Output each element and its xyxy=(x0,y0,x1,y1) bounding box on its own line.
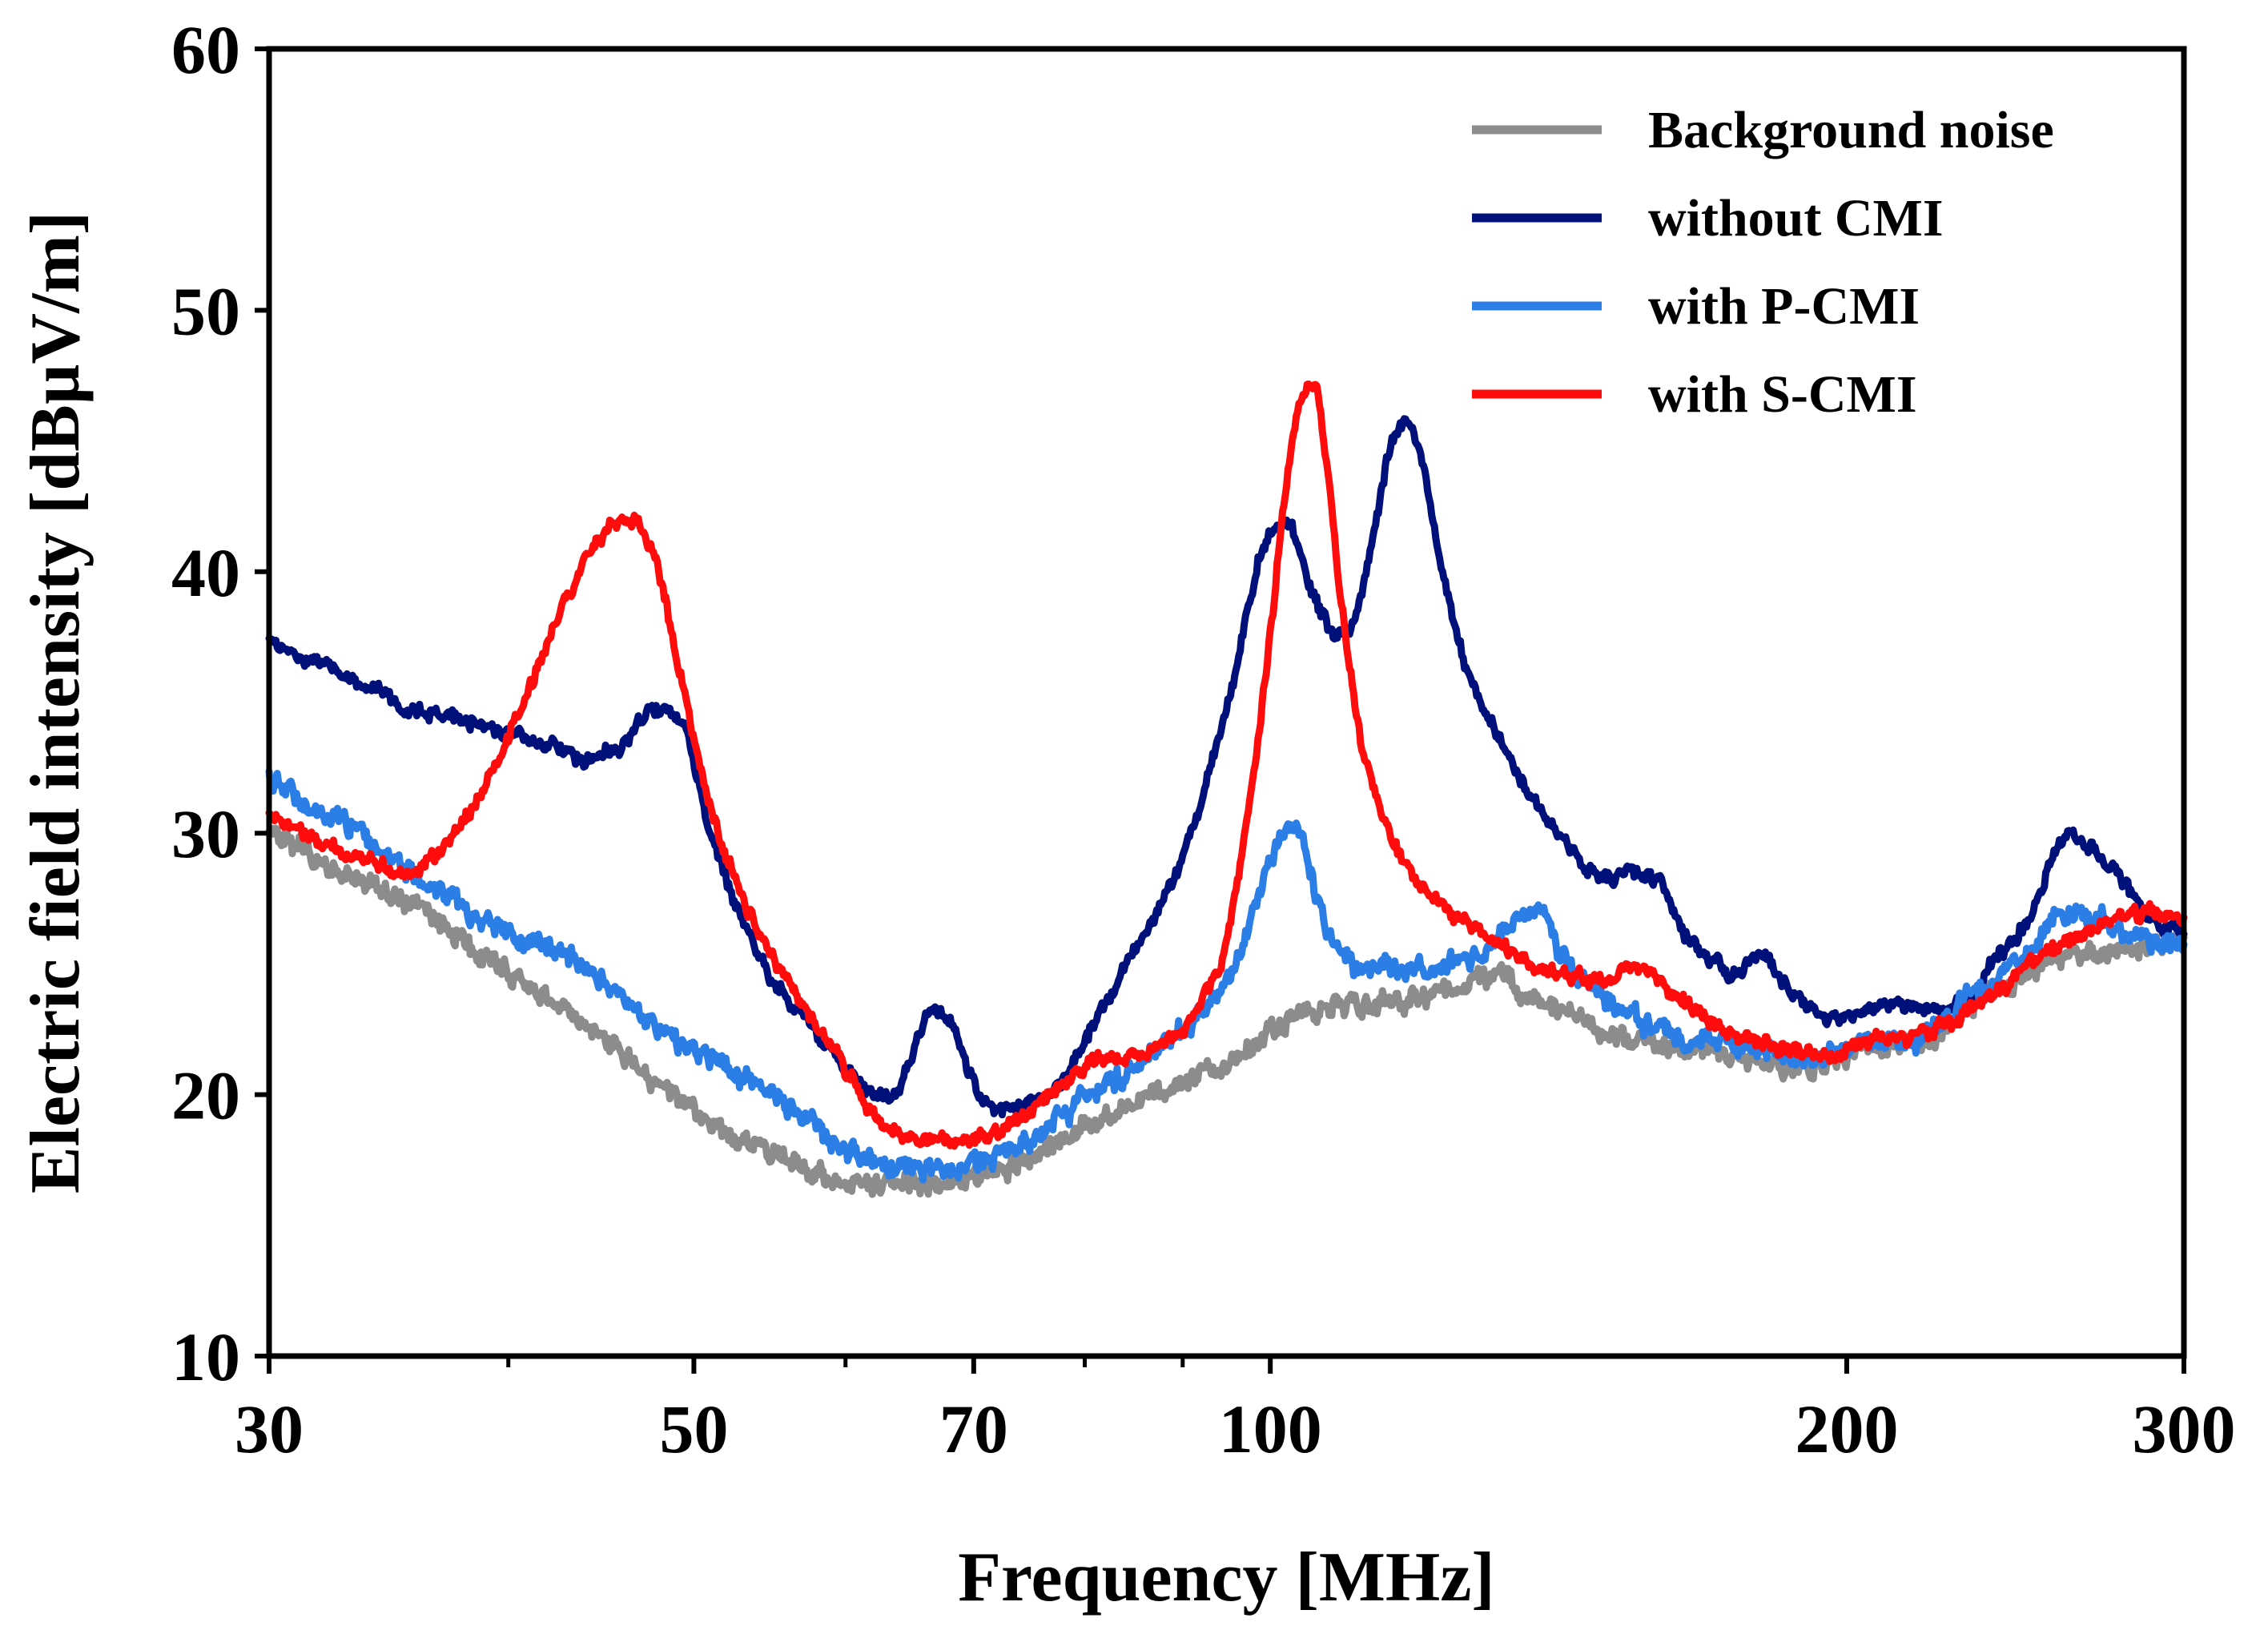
series-line-with-s-cmi xyxy=(265,380,2188,1150)
y-tick-label: 10 xyxy=(171,1318,240,1395)
y-tick-label: 20 xyxy=(171,1057,240,1134)
series-layer xyxy=(265,380,2188,1198)
legend-entry: Background noise xyxy=(1472,101,2054,159)
x-tick-label: 100 xyxy=(1219,1391,1322,1467)
x-tick-label: 70 xyxy=(939,1391,1008,1467)
legend: Background noise without CMI with P-CMI wit… xyxy=(1472,101,2054,424)
x-tick-label: 200 xyxy=(1795,1391,1898,1467)
legend-entry: with P-CMI xyxy=(1472,277,1920,336)
plot-frame xyxy=(266,46,2187,1359)
legend-entry: with S-CMI xyxy=(1472,365,1917,424)
x-axis-label: Frequency [MHz] xyxy=(958,1539,1494,1616)
x-tick-label: 50 xyxy=(659,1391,728,1467)
series-line-without-cmi xyxy=(265,415,2188,1119)
series-line-with-p-cmi xyxy=(265,767,2188,1184)
legend-label: with S-CMI xyxy=(1648,365,1917,424)
y-axis-label: Electric field intensity [dBµV/m] xyxy=(17,211,94,1193)
y-tick-label: 50 xyxy=(171,272,240,349)
legend-label: Background noise xyxy=(1648,101,2054,159)
y-tick-label: 60 xyxy=(171,11,240,88)
legend-entry: without CMI xyxy=(1472,189,1944,248)
x-tick-label: 300 xyxy=(2133,1391,2236,1467)
legend-label: with P-CMI xyxy=(1648,277,1920,336)
x-tick-label: 30 xyxy=(235,1391,304,1467)
y-tick-label: 40 xyxy=(171,534,240,611)
tick-layer: 10 20 30 40 50 60 30 50 70 100 200 300 xyxy=(171,11,2236,1467)
legend-label: without CMI xyxy=(1648,189,1944,248)
y-tick-label: 30 xyxy=(171,795,240,872)
series-line-background-noise xyxy=(265,824,2188,1198)
